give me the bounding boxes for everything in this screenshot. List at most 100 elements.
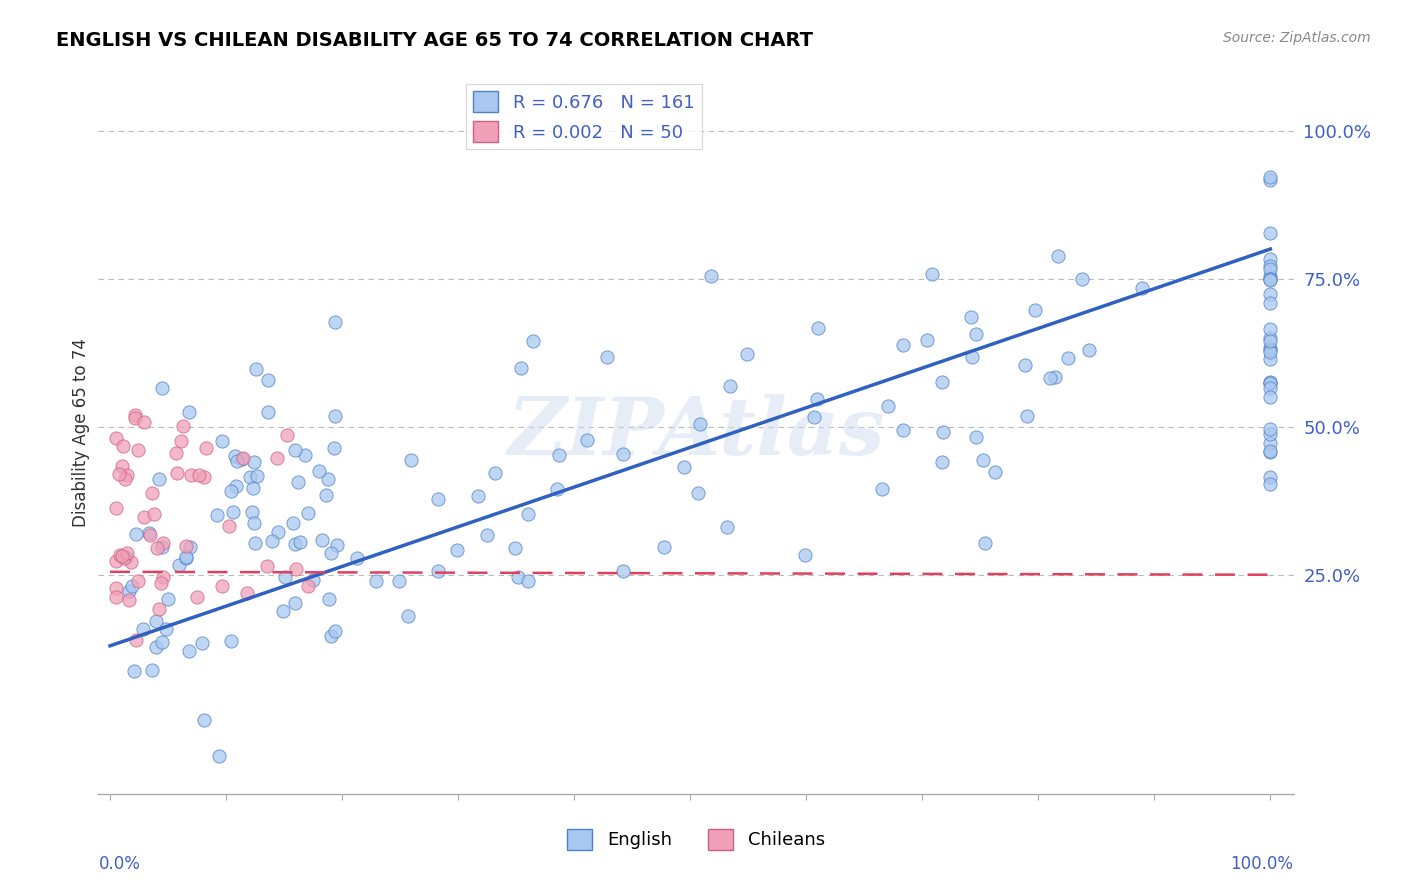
- Point: [239, 469, 262, 483]
- Point: [132, 623, 155, 637]
- Point: [294, 448, 316, 462]
- Point: [288, 534, 311, 549]
- Point: [1258, 341, 1281, 355]
- Point: [141, 663, 163, 677]
- Point: [388, 574, 411, 589]
- Point: [114, 472, 136, 486]
- Point: [271, 604, 294, 618]
- Point: [1258, 352, 1281, 367]
- Point: [510, 361, 533, 376]
- Point: [1258, 470, 1281, 484]
- Point: [242, 516, 264, 530]
- Point: [150, 541, 173, 555]
- Point: [142, 508, 165, 522]
- Point: [1043, 369, 1066, 384]
- Point: [960, 351, 983, 365]
- Point: [974, 536, 997, 550]
- Point: [174, 550, 197, 565]
- Point: [256, 405, 278, 419]
- Point: [1017, 409, 1039, 424]
- Point: [145, 614, 167, 628]
- Point: [870, 483, 893, 497]
- Point: [177, 405, 200, 419]
- Point: [145, 640, 167, 654]
- Point: [689, 417, 711, 431]
- Point: [673, 459, 696, 474]
- Point: [1258, 169, 1281, 184]
- Point: [546, 483, 568, 497]
- Point: [232, 450, 254, 465]
- Point: [1078, 343, 1101, 358]
- Point: [117, 593, 139, 607]
- Point: [891, 423, 914, 437]
- Point: [326, 538, 349, 552]
- Point: [276, 428, 298, 442]
- Point: [132, 509, 155, 524]
- Point: [155, 622, 177, 636]
- Point: [284, 537, 307, 551]
- Point: [256, 559, 278, 574]
- Point: [284, 442, 307, 457]
- Point: [177, 644, 200, 658]
- Point: [257, 373, 280, 387]
- Point: [208, 749, 231, 764]
- Point: [112, 439, 135, 453]
- Point: [174, 539, 197, 553]
- Text: Source: ZipAtlas.com: Source: ZipAtlas.com: [1223, 31, 1371, 45]
- Point: [484, 467, 506, 481]
- Text: ZIPAtlas: ZIPAtlas: [508, 394, 884, 471]
- Point: [1258, 334, 1281, 348]
- Point: [700, 269, 723, 284]
- Point: [262, 533, 284, 548]
- Point: [115, 550, 138, 565]
- Point: [152, 570, 174, 584]
- Point: [1258, 375, 1281, 389]
- Point: [225, 479, 247, 493]
- Point: [1057, 351, 1080, 365]
- Point: [1258, 330, 1281, 344]
- Point: [596, 350, 619, 364]
- Point: [506, 570, 529, 584]
- Point: [188, 467, 211, 482]
- Point: [917, 334, 939, 348]
- Point: [231, 452, 253, 467]
- Point: [516, 574, 538, 588]
- Text: 100.0%: 100.0%: [1230, 855, 1294, 873]
- Point: [108, 548, 131, 562]
- Point: [267, 525, 290, 540]
- Point: [1258, 343, 1281, 358]
- Point: [157, 591, 180, 606]
- Point: [467, 489, 489, 503]
- Point: [311, 533, 333, 548]
- Point: [316, 471, 339, 485]
- Point: [274, 570, 297, 584]
- Y-axis label: Disability Age 65 to 74: Disability Age 65 to 74: [72, 338, 90, 527]
- Point: [115, 468, 138, 483]
- Point: [1014, 358, 1036, 372]
- Point: [107, 467, 129, 481]
- Point: [281, 516, 304, 530]
- Point: [148, 472, 170, 486]
- Point: [125, 632, 148, 647]
- Point: [803, 410, 825, 425]
- Point: [323, 624, 346, 638]
- Point: [1258, 444, 1281, 458]
- Point: [1258, 322, 1281, 336]
- Point: [807, 321, 830, 335]
- Point: [1258, 268, 1281, 283]
- Point: [174, 549, 197, 564]
- Point: [503, 541, 526, 556]
- Point: [125, 527, 148, 541]
- Point: [138, 526, 160, 541]
- Point: [1258, 427, 1281, 442]
- Point: [1258, 261, 1281, 276]
- Point: [931, 455, 953, 469]
- Point: [1258, 376, 1281, 390]
- Point: [364, 574, 387, 589]
- Point: [1258, 345, 1281, 359]
- Point: [141, 486, 163, 500]
- Point: [984, 465, 1007, 479]
- Point: [959, 310, 981, 324]
- Point: [1258, 226, 1281, 240]
- Point: [1258, 271, 1281, 285]
